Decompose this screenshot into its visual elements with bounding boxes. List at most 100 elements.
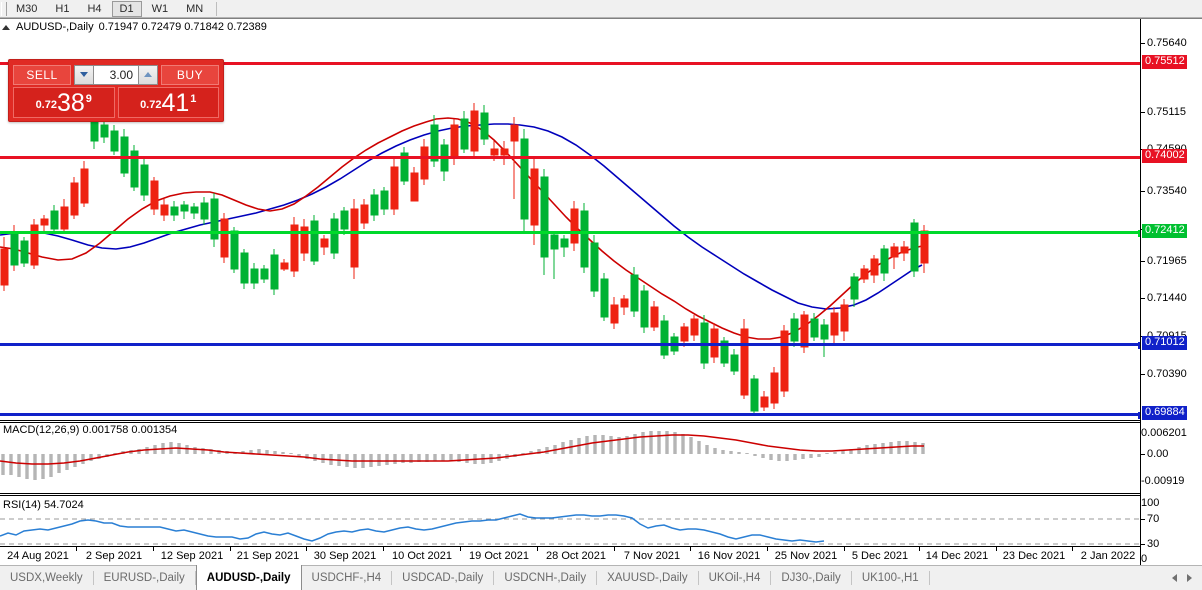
rsi-canvas (0, 513, 1140, 545)
rsi-scale-tick: 100 (1141, 497, 1160, 509)
rsi-scale-tick: 30 (1141, 538, 1159, 550)
resistance-line-074002[interactable] (0, 156, 1140, 159)
timeframe-d1[interactable]: D1 (111, 0, 142, 17)
time-tick-mark (1072, 547, 1073, 551)
volume-decrement-button[interactable] (74, 64, 94, 85)
bid-price-line[interactable] (0, 230, 1145, 237)
scroll-left-icon[interactable] (1172, 574, 1177, 582)
timeframe-w1[interactable]: W1 (151, 2, 169, 15)
buy-price-prefix: 0.72 (140, 99, 162, 111)
time-tick-mark (844, 547, 845, 551)
sell-price-fraction: 9 (85, 93, 92, 105)
chart-area[interactable]: AUDUSD-,Daily 0.71947 0.72479 0.71842 0.… (0, 18, 1202, 566)
timeframe-mn[interactable]: MN (186, 2, 204, 15)
tab-eurusd-daily[interactable]: EURUSD-,Daily (103, 572, 185, 584)
tab-divider (92, 571, 94, 585)
tab-dj30-daily[interactable]: DJ30-,Daily (781, 572, 841, 584)
buy-button[interactable]: BUY (161, 64, 219, 85)
support-line-069884[interactable] (0, 412, 1145, 419)
tab-divider (770, 571, 772, 585)
buy-price-fraction: 1 (190, 93, 197, 105)
time-tick-mark (996, 547, 997, 551)
time-label: 7 Nov 2021 (623, 550, 681, 562)
price-tick: 0.70390 (1141, 368, 1187, 380)
one-click-trading-panel[interactable]: SELL 3.00 BUY 0.72 38 9 0.72 41 1 (8, 59, 224, 122)
time-label: 5 Dec 2021 (851, 550, 909, 562)
time-label: 12 Sep 2021 (160, 550, 224, 562)
time-tick-mark (153, 547, 154, 551)
timeframe-m30[interactable]: M30 (16, 2, 38, 15)
price-tick: 0.71965 (1141, 255, 1187, 267)
rsi-caption: RSI(14) 54.7024 (3, 499, 84, 511)
time-label: 28 Oct 2021 (546, 550, 606, 562)
price-label-resistance-2: 0.74002 (1142, 149, 1187, 163)
tab-usdcad-daily[interactable]: USDCAD-,Daily (402, 572, 484, 584)
tab-scroll-controls (1172, 566, 1202, 590)
time-label: 19 Oct 2021 (469, 550, 529, 562)
macd-caption: MACD(12,26,9) 0.001758 0.001354 (3, 424, 178, 436)
macd-scale-tick: -0.00919 (1141, 475, 1185, 487)
price-label-support-2: 0.69884 (1142, 406, 1187, 420)
toolbar-grip[interactable] (1, 1, 7, 16)
sell-price-prefix: 0.72 (35, 99, 57, 111)
sell-button[interactable]: SELL (13, 64, 71, 85)
time-tick-mark (230, 547, 231, 551)
rsi-scale-tick: 70 (1141, 513, 1159, 525)
sell-price-button[interactable]: 0.72 38 9 (13, 87, 115, 118)
symbol-label: AUDUSD-,Daily (16, 21, 94, 33)
time-label: 14 Dec 2021 (925, 550, 989, 562)
chart-symbol-caption: AUDUSD-,Daily 0.71947 0.72479 0.71842 0.… (2, 20, 267, 34)
time-label: 2 Jan 2022 (1080, 550, 1136, 562)
tab-ukoil-h4[interactable]: UKOil-,H4 (708, 572, 761, 584)
price-scale[interactable]: 0.75640 0.75115 0.74590 0.73540 0.73015 … (1140, 19, 1202, 566)
chart-canvas[interactable] (0, 19, 1140, 566)
price-label-resistance-1: 0.75512 (1142, 55, 1187, 69)
tab-usdcnh-daily[interactable]: USDCNH-,Daily (504, 572, 587, 584)
time-label: 25 Nov 2021 (774, 550, 838, 562)
time-tick-mark (460, 547, 461, 551)
collapse-caret-icon[interactable] (2, 24, 10, 30)
macd-scale-tick: 0.006201 (1141, 427, 1187, 439)
volume-increment-button[interactable] (138, 64, 158, 85)
tab-xauusd-daily[interactable]: XAUUSD-,Daily (607, 572, 688, 584)
time-tick-mark (690, 547, 691, 551)
buy-price-button[interactable]: 0.72 41 1 (117, 87, 219, 118)
toolbar-separator (216, 1, 218, 16)
time-tick-mark (306, 547, 307, 551)
price-tick: 0.71440 (1141, 292, 1187, 304)
pane-separator-rsi[interactable] (0, 493, 1140, 494)
time-label: 10 Oct 2021 (392, 550, 452, 562)
chevron-down-icon (80, 72, 88, 77)
pane-separator-macd-2 (0, 422, 1140, 423)
support-line-071012[interactable] (0, 342, 1145, 349)
pane-separator-macd[interactable] (0, 420, 1140, 421)
scroll-right-icon[interactable] (1187, 574, 1192, 582)
timeframe-h4[interactable]: H4 (87, 2, 102, 15)
volume-input[interactable]: 3.00 (94, 64, 138, 85)
tab-divider (391, 571, 393, 585)
macd-signal-line (0, 434, 924, 465)
price-label-bid: 0.72412 (1142, 224, 1187, 238)
volume-stepper[interactable]: 3.00 (74, 64, 158, 85)
candlestick-series (0, 99, 929, 415)
time-label: 30 Sep 2021 (313, 550, 377, 562)
trade-panel-top-row: SELL 3.00 BUY (9, 60, 223, 86)
time-label: 24 Aug 2021 (7, 550, 69, 562)
resistance-line-075512[interactable] (0, 62, 1140, 65)
time-scale[interactable]: 24 Aug 2021 2 Sep 2021 12 Sep 2021 21 Se… (0, 546, 1140, 565)
tab-uk100-h1[interactable]: UK100-,H1 (861, 572, 919, 584)
macd-histogram (1, 431, 925, 480)
macd-canvas (0, 431, 925, 480)
time-label: 23 Dec 2021 (1002, 550, 1066, 562)
time-label: 2 Sep 2021 (85, 550, 143, 562)
timeframe-h1[interactable]: H1 (55, 2, 70, 15)
rsi-scale-tick: 0 (1141, 553, 1148, 565)
macd-scale-tick: 0.00 (1141, 448, 1168, 460)
tab-audusd-daily[interactable]: AUDUSD-,Daily (195, 565, 302, 590)
time-tick-mark (76, 547, 77, 551)
chevron-up-icon (144, 72, 152, 77)
tab-usdchf-h4[interactable]: USDCHF-,H4 (311, 572, 382, 584)
tab-usdx-weekly[interactable]: USDX,Weekly (10, 572, 83, 584)
rsi-line (0, 513, 825, 543)
pane-separator-rsi-2 (0, 495, 1140, 496)
